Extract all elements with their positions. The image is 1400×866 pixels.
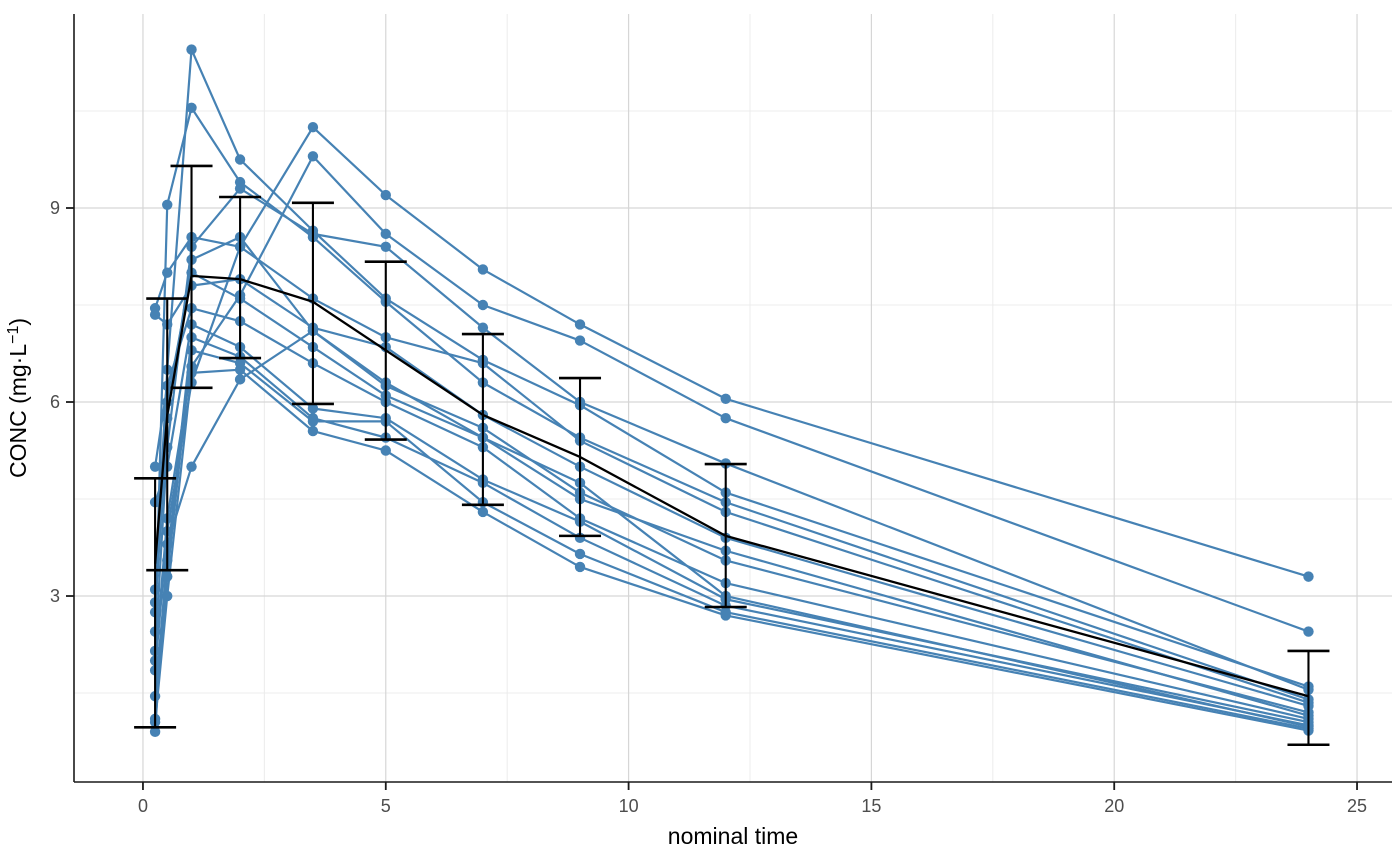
subject-point — [380, 445, 391, 456]
subject-point — [477, 322, 489, 333]
subject-point — [307, 425, 319, 437]
subject-point — [1303, 571, 1314, 582]
individual-profiles — [149, 44, 1314, 738]
subject-point — [720, 610, 731, 621]
subject-point — [186, 461, 197, 472]
subject-point — [307, 403, 319, 414]
subject-point — [380, 189, 391, 201]
subject-point — [149, 726, 161, 738]
mean-line — [153, 274, 1309, 698]
error-bar — [134, 477, 177, 729]
subject-point — [307, 416, 319, 427]
subject-point — [307, 151, 319, 162]
y-axis-title-main: CONC (mg·L — [5, 344, 31, 478]
subject-point — [307, 121, 319, 133]
error-bar — [219, 195, 262, 360]
subject-line — [154, 106, 1310, 701]
subject-point — [234, 364, 246, 375]
subject-point — [574, 335, 586, 346]
subject-line — [154, 349, 1310, 730]
x-tick-label: 15 — [861, 796, 881, 816]
subject-point — [149, 461, 161, 472]
subject-point — [477, 299, 489, 311]
subject-point — [234, 154, 246, 165]
subject-point — [162, 267, 173, 278]
error-bar — [1287, 649, 1330, 747]
subject-point — [720, 393, 731, 404]
subject-line — [154, 336, 1310, 727]
x-axis-title: nominal time — [668, 823, 798, 849]
subject-point — [380, 241, 391, 253]
subject-point — [380, 228, 391, 240]
tick-labels: 0 5 10 15 20 25 3 6 9 — [50, 198, 1367, 816]
subject-line — [154, 323, 1310, 724]
subject-point — [162, 199, 173, 210]
axes — [66, 14, 1392, 790]
subject-point — [720, 412, 731, 424]
x-tick-label: 10 — [619, 796, 639, 816]
subject-point — [186, 102, 197, 113]
subject-line — [154, 278, 1310, 708]
subject-point — [234, 374, 246, 385]
subject-point — [574, 548, 586, 560]
subject-point — [477, 264, 489, 275]
subject-point — [1303, 626, 1314, 637]
y-tick-label: 9 — [50, 198, 60, 218]
x-tick-label: 25 — [1347, 796, 1367, 816]
subject-point — [186, 44, 197, 55]
y-tick-label: 6 — [50, 392, 60, 412]
error-bar — [461, 332, 504, 507]
y-tick-label: 3 — [50, 586, 60, 606]
subject-line — [154, 48, 1310, 688]
subject-point — [574, 319, 586, 330]
subject-line — [154, 368, 1310, 732]
x-tick-label: 5 — [381, 796, 391, 816]
x-tick-label: 20 — [1104, 796, 1124, 816]
x-tick-label: 0 — [138, 796, 148, 816]
y-axis-title-close: ) — [5, 318, 31, 326]
y-axis-title-superscript: −1 — [5, 326, 22, 344]
subject-point — [477, 506, 489, 518]
subject-line — [154, 236, 1310, 704]
y-axis-title: CONC (mg·L−1) — [5, 318, 31, 478]
error-bar — [291, 201, 334, 406]
subject-15 — [149, 325, 1314, 738]
subject-line — [154, 329, 1310, 733]
subject-point — [574, 561, 586, 573]
mean-and-error-bars — [134, 164, 1330, 747]
subject-point — [234, 183, 246, 194]
subject-line — [154, 271, 1310, 717]
subject-point — [162, 571, 173, 582]
error-bar — [146, 297, 189, 572]
subject-point — [149, 309, 161, 320]
